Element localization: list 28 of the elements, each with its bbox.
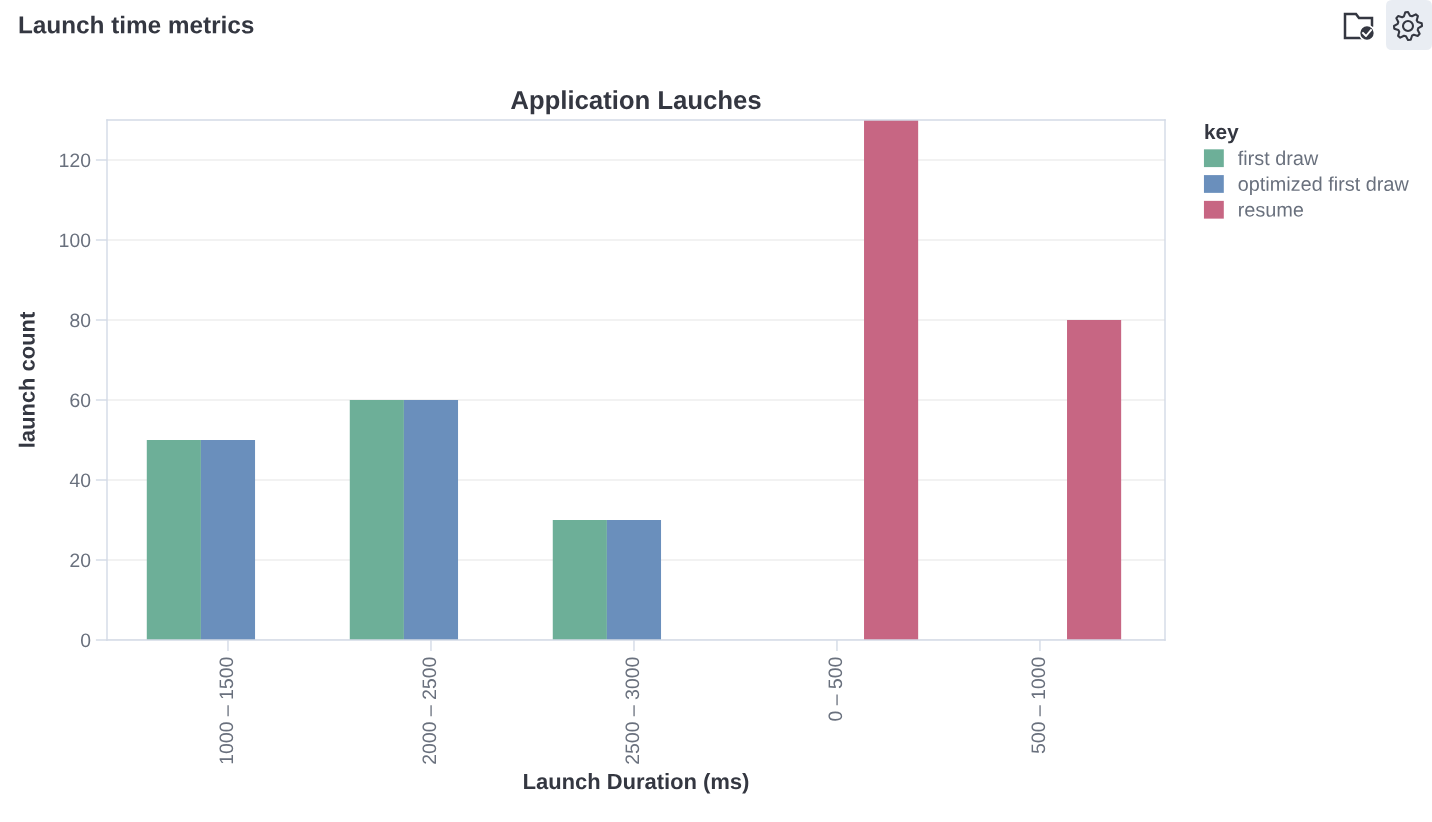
y-tick-label: 60 xyxy=(70,393,91,408)
bar xyxy=(146,440,201,640)
x-tick-label: 2500 – 3000 xyxy=(625,657,640,764)
y-tick-label: 80 xyxy=(70,313,91,328)
bar xyxy=(349,400,404,640)
y-tick-label: 120 xyxy=(60,153,91,168)
legend-title: key xyxy=(1205,123,1239,144)
x-tick-label: 0 – 500 xyxy=(828,657,843,721)
x-axis-title: Launch Duration (ms) xyxy=(524,773,749,794)
bar xyxy=(552,520,607,640)
y-tick-label: 20 xyxy=(70,553,91,568)
x-tick-label: 1000 – 1500 xyxy=(219,657,234,764)
chart-title: Launch time metrics xyxy=(19,15,254,34)
y-tick-label: 100 xyxy=(60,233,91,248)
legend-label: first draw xyxy=(1237,150,1319,166)
bar xyxy=(864,120,919,640)
legend-label: optimized first draw xyxy=(1238,176,1409,195)
legend-label: resume xyxy=(1239,205,1304,217)
y-tick-label: 0 xyxy=(80,633,91,648)
bar xyxy=(606,520,662,640)
bar xyxy=(403,400,459,640)
y-tick-label: 40 xyxy=(69,473,91,488)
y-axis-title: launch count xyxy=(18,311,35,447)
bar xyxy=(200,440,256,640)
x-tick-label: 500 – 1000 xyxy=(1031,657,1046,754)
chart-subtitle: Application Lauches xyxy=(511,90,761,115)
bar xyxy=(1067,320,1122,640)
x-tick-label: 2000 – 2500 xyxy=(422,657,437,764)
